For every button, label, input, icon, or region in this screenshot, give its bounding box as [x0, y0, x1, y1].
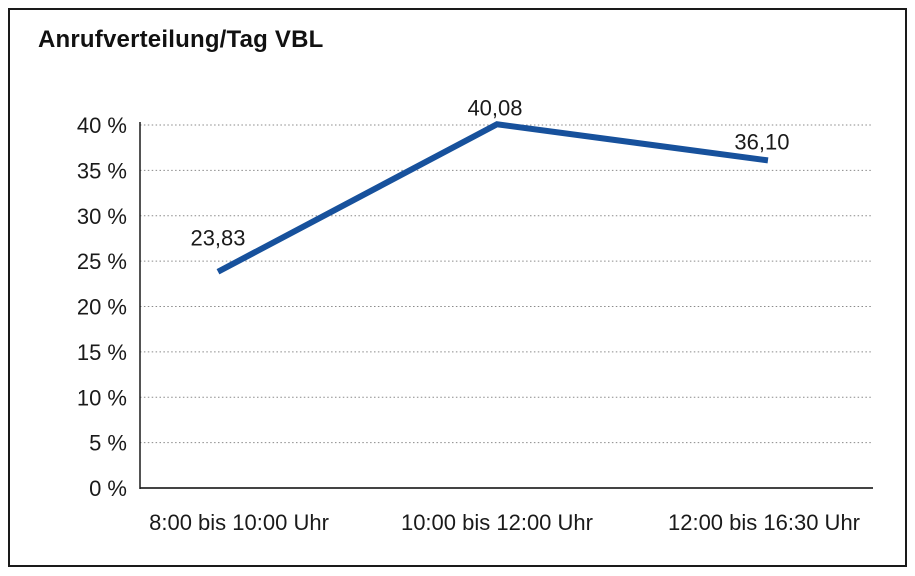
y-tick-label: 25 %	[77, 249, 127, 274]
data-point-label: 23,83	[190, 226, 245, 251]
y-tick-label: 20 %	[77, 295, 127, 320]
data-point-label: 36,10	[734, 129, 789, 154]
x-axis-label: 12:00 bis 16:30 Uhr	[668, 510, 860, 535]
y-tick-label: 35 %	[77, 158, 127, 183]
x-axis-label: 10:00 bis 12:00 Uhr	[401, 510, 593, 535]
y-tick-label: 15 %	[77, 340, 127, 365]
y-tick-label: 10 %	[77, 385, 127, 410]
y-tick-label: 5 %	[89, 431, 127, 456]
chart-title: Anrufverteilung/Tag VBL	[38, 26, 324, 53]
y-tick-label: 0 %	[89, 476, 127, 501]
y-tick-label: 30 %	[77, 204, 127, 229]
data-point-label: 40,08	[467, 95, 522, 120]
data-series-line	[216, 121, 769, 275]
y-tick-label: 40 %	[77, 113, 127, 138]
x-axis-label: 8:00 bis 10:00 Uhr	[149, 510, 329, 535]
